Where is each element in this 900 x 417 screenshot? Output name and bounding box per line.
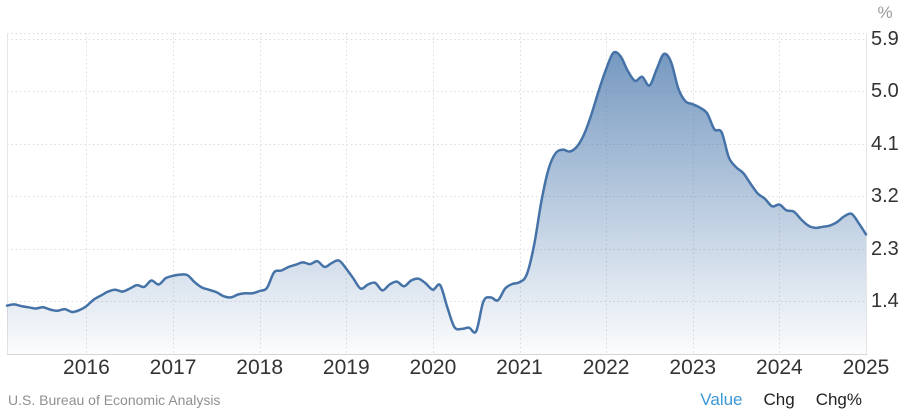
- x-axis-label: 2020: [409, 356, 457, 379]
- area-fill: [7, 52, 866, 354]
- value-tab[interactable]: Value: [700, 390, 743, 409]
- plot-borders: [7, 33, 867, 355]
- y-axis-label: 5.0: [871, 80, 899, 103]
- price-line: [5, 50, 868, 334]
- x-axis-label: 2019: [322, 356, 370, 379]
- x-axis-label: 2022: [582, 356, 630, 379]
- y-axis-label: 2.3: [871, 237, 899, 260]
- y-axis-label: 1.4: [871, 290, 899, 313]
- source-attribution: U.S. Bureau of Economic Analysis: [8, 392, 221, 408]
- x-axis-label: 2025: [842, 356, 890, 379]
- y-axis-label: 4.1: [871, 132, 899, 155]
- chg-percent-tab[interactable]: Chg%: [815, 390, 862, 409]
- y-axis-label: 5.9: [871, 27, 899, 50]
- y-axis-unit-label: %: [877, 3, 893, 22]
- x-axis-label: 2016: [63, 356, 110, 379]
- x-axis-label: 2023: [669, 356, 717, 379]
- x-axis-label: 2018: [236, 356, 283, 379]
- chg-tab[interactable]: Chg: [763, 390, 795, 409]
- x-axis-label: 2021: [496, 356, 543, 379]
- footer-links: Value Chg Chg%: [700, 388, 862, 412]
- y-axis-label: 3.2: [871, 185, 899, 208]
- x-axis-label: 2017: [149, 356, 197, 379]
- x-axis-label: 2024: [756, 356, 803, 379]
